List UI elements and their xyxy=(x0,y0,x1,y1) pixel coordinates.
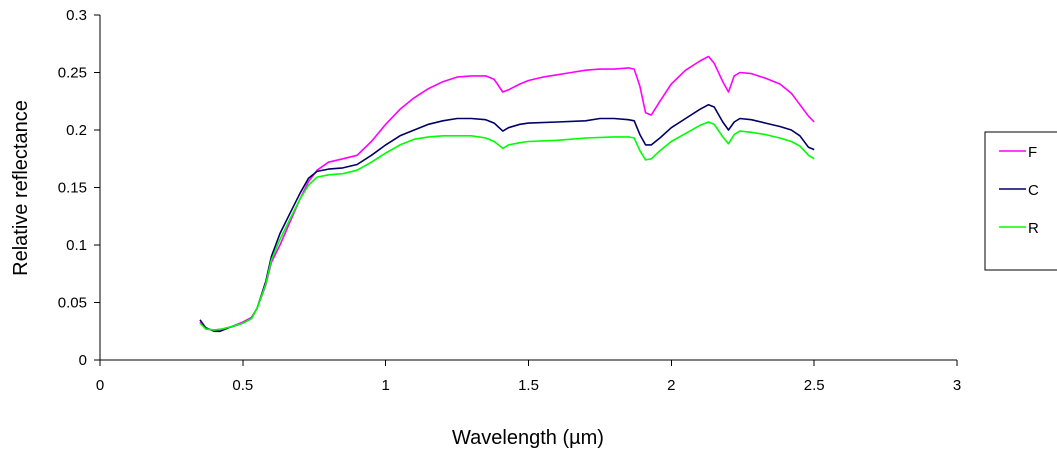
series-line-f xyxy=(199,55,815,331)
x-axis-title: Wavelength (µm) xyxy=(452,427,604,449)
y-tick-label: 0.05 xyxy=(58,295,87,312)
y-tick-label: 0.15 xyxy=(58,180,87,197)
x-tick-label: 2 xyxy=(667,377,675,394)
y-tick-label: 0.25 xyxy=(58,65,87,82)
x-tick-label: 3 xyxy=(953,377,961,394)
series-line-c xyxy=(199,103,815,333)
y-tick-label: 0.2 xyxy=(66,122,87,139)
x-tick-label: 1 xyxy=(381,377,389,394)
axes: 0 0.5 1 1.5 2 2.5 3 0 0.05 0.1 0.15 0.2 0.25 0.3 xyxy=(58,7,961,394)
y-tick-label: 0 xyxy=(79,352,87,369)
legend-label-c: C xyxy=(1028,182,1039,199)
x-tick-label: 0.5 xyxy=(232,377,253,394)
x-tick-label: 1.5 xyxy=(518,377,539,394)
legend-label-f: F xyxy=(1028,144,1037,161)
series-line-r xyxy=(199,121,815,331)
x-tick-label: 0 xyxy=(96,377,104,394)
legend-box xyxy=(984,131,1057,271)
y-axis-title: Relative reflectance xyxy=(10,100,32,276)
y-tick-label: 0.1 xyxy=(66,237,87,254)
legend-label-r: R xyxy=(1028,220,1039,237)
legend: F C R xyxy=(984,131,1057,271)
series-layer xyxy=(199,55,815,333)
y-tick-label: 0.3 xyxy=(66,7,87,24)
x-tick-label: 2.5 xyxy=(804,377,825,394)
